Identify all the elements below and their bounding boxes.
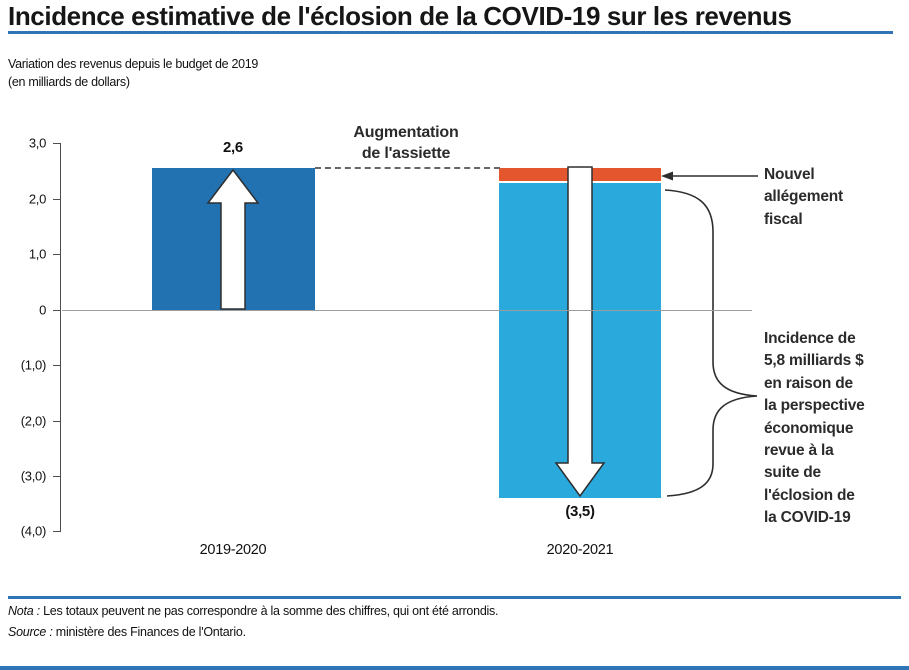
y-axis-line xyxy=(60,143,61,532)
page-title: Incidence estimative de l'éclosion de la… xyxy=(8,1,792,31)
y-tickmark xyxy=(53,143,60,144)
annotation-incidence: Incidence de 5,8 milliards $ en raison d… xyxy=(764,330,865,527)
y-tick-label: 1,0 xyxy=(28,246,46,262)
annotation-nouvel-allegement: Nouvel allégement fiscal xyxy=(764,166,843,228)
down-arrow-icon xyxy=(554,166,606,498)
source-line: Source : ministère des Finances de l'Ont… xyxy=(8,625,246,639)
left-arrow-icon xyxy=(661,171,758,181)
y-tick-label: (1,0) xyxy=(20,357,47,373)
chart-subtitle-line1: Variation des revenus depuis le budget d… xyxy=(8,57,259,71)
x-category-2019-2020: 2019-2020 xyxy=(199,542,267,558)
y-tickmark xyxy=(53,365,60,366)
bar-value-label-2020-2021: (3,5) xyxy=(565,503,595,520)
y-tickmark xyxy=(53,421,60,422)
y-tickmark xyxy=(53,531,60,532)
dashed-level-line xyxy=(315,167,500,169)
y-tick-label: 3,0 xyxy=(28,135,46,151)
x-category-2020-2021: 2020-2021 xyxy=(546,542,614,558)
nota-text: Les totaux peuvent ne pas correspondre à… xyxy=(39,604,499,618)
brace-curve xyxy=(664,189,758,497)
zero-gridline xyxy=(62,310,752,311)
annotation-augmentation: Augmentation de l'assiette xyxy=(353,124,459,162)
source-prefix: Source : xyxy=(8,625,53,639)
y-tickmark xyxy=(53,199,60,200)
title-underline xyxy=(8,31,893,34)
y-tick-label: (4,0) xyxy=(20,523,47,539)
source-text: ministère des Finances de l'Ontario. xyxy=(52,625,246,639)
y-tick-label: (3,0) xyxy=(20,468,47,484)
y-tick-label: 2,0 xyxy=(28,191,46,207)
y-tick-label: 0 xyxy=(39,302,46,318)
y-tickmark xyxy=(53,254,60,255)
footer-rule xyxy=(8,596,901,599)
chart-subtitle-line2: (en milliards de dollars) xyxy=(8,75,130,89)
y-tickmark xyxy=(53,310,60,311)
nota-prefix: Nota : xyxy=(8,604,40,618)
bar-value-label-2019-2020: 2,6 xyxy=(223,139,243,156)
y-tick-label: (2,0) xyxy=(20,413,47,429)
nota-line: Nota : Les totaux peuvent ne pas corresp… xyxy=(8,604,499,618)
y-tickmark xyxy=(53,476,60,477)
up-arrow-icon xyxy=(206,168,260,310)
bottom-rule xyxy=(0,666,909,670)
